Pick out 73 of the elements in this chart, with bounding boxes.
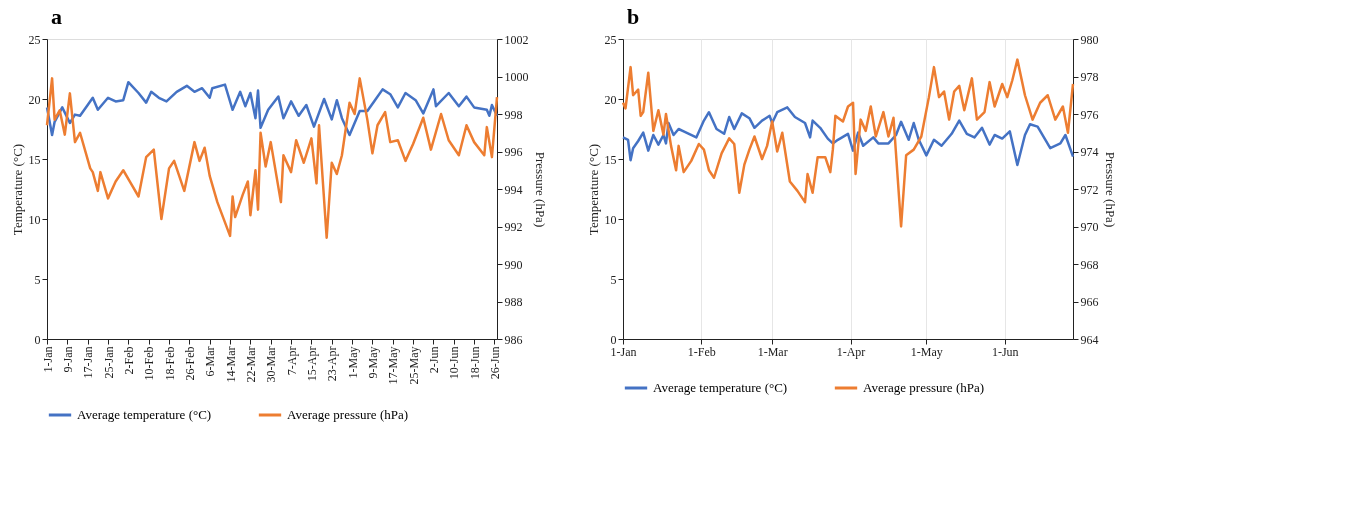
y2-tick-label: 964: [1080, 332, 1099, 347]
x-tick-label: 18-Jun: [467, 346, 482, 380]
y-tick-label: 10: [28, 212, 41, 227]
x-tick-label: 25-May: [406, 346, 421, 385]
legend-label: Average temperature (°C): [77, 407, 212, 422]
chart-title: a: [51, 4, 62, 29]
x-tick-label: 15-Apr: [304, 346, 319, 382]
y-tick-label: 5: [610, 272, 617, 287]
y2-axis-title: Pressure (hPa): [532, 151, 548, 228]
y2-tick-label: 972: [1080, 182, 1099, 197]
x-tick-label: 25-Jan: [101, 346, 116, 379]
x-tick-label: 1-May: [345, 346, 360, 379]
y2-tick-label: 988: [504, 295, 523, 309]
y2-tick-label: 990: [504, 257, 523, 272]
x-tick-label: 26-Jun: [487, 346, 502, 380]
line-series: [621, 58, 1075, 228]
x-tick-label: 6-Mar: [203, 346, 218, 377]
x-tick-label: 9-May: [365, 346, 380, 379]
legend-label: Average temperature (°C): [653, 380, 788, 395]
y-tick-label: 25: [604, 32, 617, 47]
x-tick-label: 10-Feb: [142, 346, 157, 381]
x-tick-label: 2-Jun: [426, 346, 441, 374]
x-tick-label: 1-Feb: [687, 344, 716, 359]
y-tick-label: 20: [28, 92, 41, 107]
line-series: [621, 106, 1075, 167]
y2-tick-label: 994: [504, 182, 523, 197]
y-tick-label: 20: [604, 92, 617, 107]
line-series: [45, 77, 499, 239]
x-tick-label: 1-Jan: [40, 346, 55, 373]
x-tick-label: 7-Apr: [284, 346, 299, 376]
y-tick-label: 5: [34, 272, 41, 287]
y2-tick-label: 978: [1080, 70, 1099, 84]
x-tick-label: 1-May: [910, 344, 943, 359]
y-tick-label: 15: [28, 152, 41, 167]
y2-tick-label: 970: [1080, 220, 1099, 234]
x-tick-label: 2-Feb: [121, 346, 136, 375]
x-tick-label: 1-Apr: [836, 344, 866, 359]
y2-tick-label: 974: [1080, 145, 1099, 159]
y2-tick-label: 992: [504, 220, 523, 234]
y2-axis-title: Pressure (hPa): [1102, 151, 1118, 228]
y2-tick-label: 976: [1080, 107, 1099, 122]
chart-title: b: [627, 4, 640, 29]
y2-tick-label: 966: [1080, 295, 1099, 309]
y2-tick-label: 1000: [504, 70, 529, 84]
x-tick-label: 14-Mar: [223, 346, 238, 383]
x-tick-label: 1-Mar: [757, 344, 788, 359]
x-tick-label: 1-Jan: [610, 344, 637, 359]
y2-tick-label: 986: [504, 332, 523, 347]
y-tick-label: 10: [604, 212, 617, 227]
x-tick-label: 26-Feb: [182, 346, 197, 381]
y-tick-label: 0: [610, 332, 617, 347]
y2-tick-label: 980: [1080, 32, 1099, 47]
y-axis-title: Temperature (°C): [585, 143, 601, 236]
y2-tick-label: 998: [504, 107, 523, 122]
legend-label: Average pressure (hPa): [287, 407, 409, 422]
x-tick-label: 9-Jan: [60, 346, 75, 373]
y-tick-label: 15: [604, 152, 617, 167]
y2-tick-label: 996: [504, 145, 523, 159]
y-tick-label: 0: [34, 332, 41, 347]
y-axis-title: Temperature (°C): [9, 143, 25, 236]
x-tick-label: 22-Mar: [243, 346, 258, 383]
y-tick-label: 25: [28, 32, 41, 47]
legend-label: Average pressure (hPa): [863, 380, 985, 395]
x-tick-label: 10-Jun: [447, 346, 462, 380]
y2-tick-label: 1002: [504, 32, 529, 47]
line-series: [45, 80, 499, 137]
x-tick-label: 17-Jan: [81, 346, 96, 379]
x-tick-label: 18-Feb: [162, 346, 177, 381]
x-tick-label: 23-Apr: [325, 346, 340, 382]
x-tick-label: 30-Mar: [264, 346, 279, 383]
y2-tick-label: 968: [1080, 257, 1099, 272]
x-tick-label: 17-May: [386, 346, 401, 385]
x-tick-label: 1-Jun: [991, 344, 1019, 359]
